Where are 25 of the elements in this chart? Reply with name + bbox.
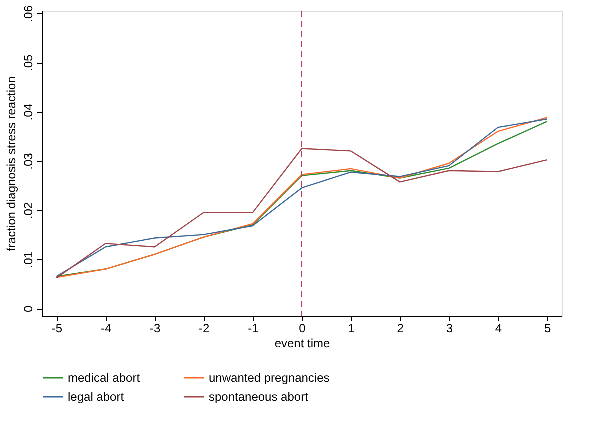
y-tick-label: .05 — [22, 54, 36, 72]
y-tick-label: .04 — [22, 104, 36, 121]
x-tick-label: 4 — [495, 322, 502, 336]
x-tick-label: -3 — [150, 322, 161, 336]
y-tick-label: 0 — [22, 305, 36, 312]
y-tick-label: .06 — [22, 5, 36, 22]
y-axis-title: fraction diagnosis stress reaction — [4, 76, 18, 252]
x-tick-label: 2 — [397, 322, 404, 336]
x-tick-label: 0 — [299, 322, 306, 336]
y-tick-label: .02 — [22, 202, 36, 220]
x-tick-label: 3 — [446, 322, 454, 336]
y-tick-label: .03 — [22, 152, 36, 170]
x-tick-label: -1 — [248, 322, 260, 336]
legend-label: unwanted pregnancies — [209, 371, 330, 385]
legend-label: legal abort — [68, 390, 125, 404]
x-axis-title: event time — [274, 336, 331, 350]
y-tick-label: .01 — [22, 251, 36, 268]
legend-label: spontaneous abort — [209, 390, 310, 404]
x-tick-label: 1 — [348, 322, 356, 336]
line-series — [56, 148, 548, 279]
x-tick-label: -5 — [52, 322, 63, 336]
legend-label: medical abort — [68, 371, 141, 385]
x-tick-label: 5 — [544, 322, 552, 336]
x-tick-label: -4 — [100, 322, 112, 336]
x-tick-label: -2 — [199, 322, 210, 336]
